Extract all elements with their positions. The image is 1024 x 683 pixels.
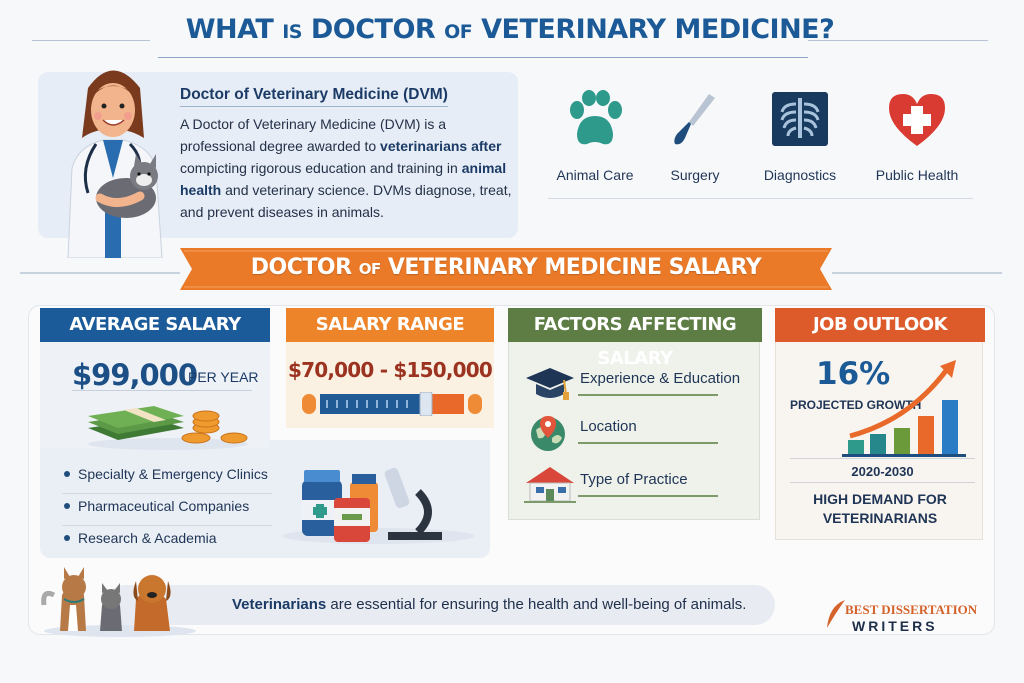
scalpel-icon [674,94,715,145]
page-title: WHAT IS DOCTOR OF VETERINARY MEDICINE? [150,14,870,45]
factor-location: Location [522,412,752,458]
title-divider-left [32,40,150,41]
factor-type-of-practice: Type of Practice [522,465,752,511]
factor-experience-education: Experience & Education [522,364,752,410]
title-divider-right [808,40,988,41]
factor-underline [578,442,718,444]
employer-item: Specialty & Emergency Clinics [62,462,272,494]
title-part: OF [444,21,473,43]
logo-brand-bottom: WRITERS [852,618,938,634]
medicine-microscope-icon [282,467,474,544]
footer-emphasis: Veterinarians [232,596,327,613]
factor-underline [578,495,718,497]
ribbon-line-left [20,272,180,274]
intro-text: and veterinary science. DVMs diagnose, t… [180,182,512,220]
ribbon-part: DOCTOR [250,255,359,280]
title-part: DOCTOR [301,14,445,45]
intro-text: compicting rigorous education and traini… [180,160,462,176]
logo-brand-top: BEST DISSERTATION [845,602,978,617]
job-outlook-heading: JOB OUTLOOK [775,308,985,342]
job-demand-text: HIGH DEMAND FOR VETERINARIANS [813,491,947,526]
role-diagnostics: Diagnostics [745,90,855,183]
xray-icon [772,92,828,146]
salary-section-title: DOCTOR OF VETERINARY MEDICINE SALARY [180,255,832,280]
veterinarian-illustration-icon [67,70,163,258]
salary-range-value: $70,000 - $150,000 [288,358,493,382]
job-growth-subtitle: PROJECTED GROWTH [790,398,922,412]
salary-range-heading: SALARY RANGE [286,308,494,342]
factor-underline [578,394,718,396]
intro-text: A Doctor of Veterinary Medicine (DVM) is… [180,116,447,154]
title-part: IS [282,21,302,43]
roles-divider [548,198,973,199]
intro-emphasis: veterinarians after [380,138,502,154]
factor-label: Location [580,418,637,435]
title-part: VETERINARY MEDICINE? [472,14,835,45]
pets-illustration-icon [41,567,196,637]
employer-list: Specialty & Emergency Clinics Pharmaceut… [62,462,272,558]
intro-emphasis: animal health [180,160,507,198]
intro-heading: Doctor of Veterinary Medicine (DVM) [180,86,448,107]
employer-item: Pharmaceutical Companies [62,494,272,526]
title-part: WHAT [185,14,283,45]
paw-icon [570,90,622,145]
factor-label: Type of Practice [580,471,688,488]
globe-pin-icon [531,416,565,451]
role-surgery: Surgery [640,90,750,183]
job-period: 2020-2030 [851,464,914,479]
footer-message: Veterinarians are essential for ensuring… [232,596,746,613]
job-divider [790,458,975,459]
job-divider [790,482,975,483]
heart-cross-icon [889,94,945,146]
factors-heading: FACTORS AFFECTING SALARY [508,308,762,369]
role-label: Animal Care [556,167,634,183]
house-icon [524,467,576,503]
footer-message-pill [105,585,775,625]
role-animal-care: Animal Care [540,90,650,183]
average-salary-unit: PER YEAR [188,369,259,385]
title-underline [158,57,808,58]
average-salary-divider [72,390,252,391]
footer-text: are essential for ensuring the health an… [326,596,747,613]
ribbon-line-right [832,272,1002,274]
role-label: Diagnostics [763,167,837,183]
growth-chart-icon [842,360,966,457]
ribbon-part: VETERINARY MEDICINE SALARY [380,255,762,280]
quill-logo-icon [827,600,845,628]
intro-description: A Doctor of Veterinary Medicine (DVM) is… [180,113,516,223]
factor-label: Experience & Education [580,370,741,387]
job-growth-percent: 16% [816,356,891,392]
role-label: Public Health [875,167,959,183]
salary-ribbon-banner [180,248,832,290]
graduation-cap-icon [526,368,574,400]
average-salary-heading: AVERAGE SALARY [40,308,270,342]
role-label: Surgery [670,167,720,183]
role-public-health: Public Health [862,90,972,183]
salary-range-slider [302,392,482,416]
average-salary-value: $99,000 [72,358,198,392]
employer-item: Research & Academia [62,526,272,558]
ribbon-part: OF [358,260,382,278]
money-stack-icon [88,406,248,450]
